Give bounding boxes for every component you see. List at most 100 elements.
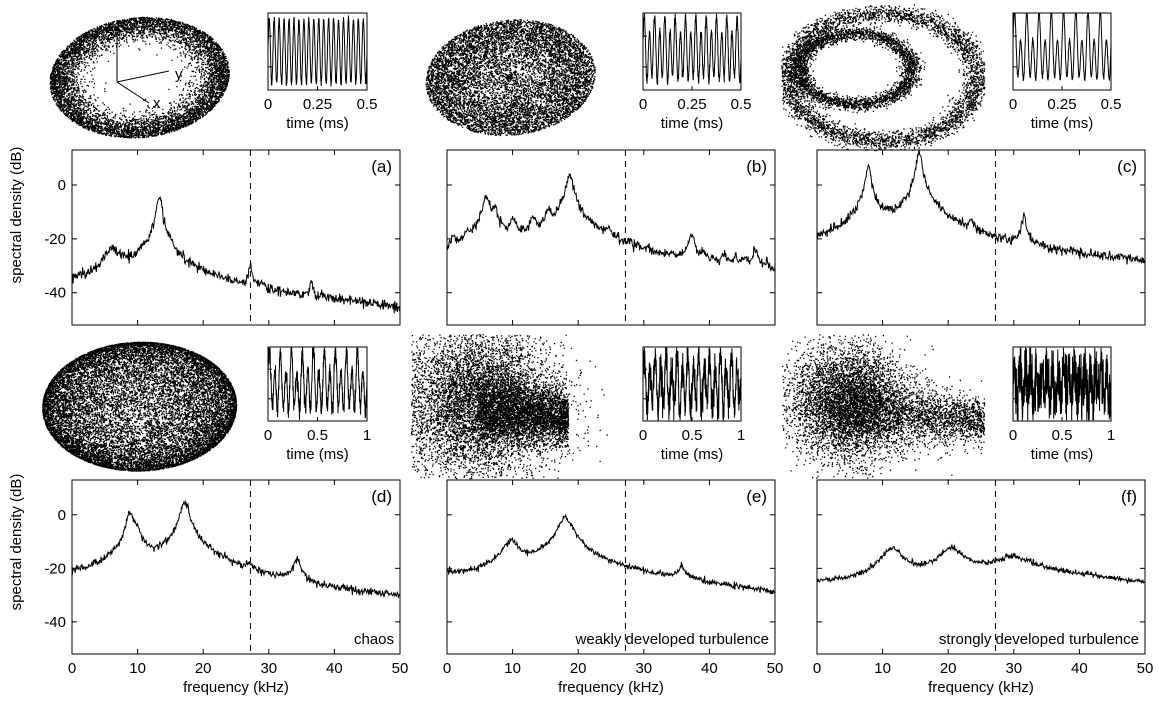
panel-label-e: (e) [746,487,767,506]
spectrum-xtick-label-d-50: 50 [392,660,409,677]
attractor-scatter-a [49,16,230,139]
regime-label-d: chaos [354,631,394,648]
spectrum-xtick-label-f-50: 50 [1137,660,1154,677]
timeseries-xtick-label-a-0.5: 0.5 [357,96,378,113]
spectrum-xtick-label-f-30: 30 [1005,660,1022,677]
spectrum-d: 0 10 20 30 40 50 0 -20 -40 (d) chaos frequency (kHz… [44,479,409,696]
spectrum-xtick-label-d-0: 0 [68,660,76,677]
timeseries-xtick-label-e-1: 1 [737,427,745,444]
spectrum-b: (b) [446,149,776,326]
spectrum-xtick-label-e-50: 50 [767,660,784,677]
timeseries-trace-f [1012,347,1112,421]
spectrum-frame-b [446,149,776,326]
timeseries-trace-a [267,15,368,87]
timeseries-xtick-label-c-0.5: 0.5 [1101,96,1122,113]
panel-label-c: (c) [1117,157,1137,176]
timeseries-xtick-label-a-0: 0 [264,96,272,113]
timeseries-inset-c: 0 0.25 0.5 time (ms) [1009,12,1122,132]
y-axis-label-top: spectral density (dB) [8,147,25,284]
spectrum-xtick-label-d-40: 40 [326,660,343,677]
regime-label-e: weakly developed turbulence [575,631,769,648]
timeseries-xtick-label-f-1: 1 [1107,427,1115,444]
spectrum-xtick-label-f-0: 0 [813,660,821,677]
attractor-scatter-d [42,341,238,472]
timeseries-inset-a: 0 0.25 0.5 time (ms) [264,12,378,132]
attractor-scatter-b [425,19,596,137]
timeseries-inset-d: 0 0.5 1 time (ms) [264,346,371,463]
timeseries-xtick-label-d-0.5: 0.5 [307,427,328,444]
timeseries-xlabel-b: time (ms) [661,115,724,132]
spectrum-xtick-label-d-30: 30 [260,660,277,677]
timeseries-xtick-label-f-0.5: 0.5 [1052,427,1073,444]
timeseries-inset-e: 0 0.5 1 time (ms) [639,346,745,463]
spectrum-trace-c [816,149,1146,265]
timeseries-trace-d [267,347,368,420]
timeseries-inset-b: 0 0.25 0.5 time (ms) [639,12,752,132]
spectrum-ytick-label-d--20: -20 [44,560,66,577]
attractor-scatter-f [781,334,986,479]
spectrum-trace-e [446,513,776,595]
spectrum-frame-f [816,479,1146,655]
spectrum-trace-a [71,195,401,314]
spectrum-ytick-label-a--20: -20 [44,231,66,248]
spectrum-xlabel-d: frequency (kHz) [183,679,289,696]
spectrum-frame-c [816,149,1146,326]
timeseries-xtick-label-a-0.25: 0.25 [303,96,332,113]
axis-glyph-x: x [153,95,161,112]
spectrum-xlabel-e: frequency (kHz) [558,679,664,696]
timeseries-trace-b [642,13,742,86]
spectrum-xtick-label-d-20: 20 [195,660,212,677]
timeseries-inset-f: 0 0.5 1 time (ms) [1009,346,1115,463]
spectrum-trace-d [71,499,401,599]
timeseries-xtick-label-d-0: 0 [264,427,272,444]
spectrum-frame-d [71,479,401,655]
spectrum-e: 0 10 20 30 40 50 (e) weakly developed turbulenc… [443,479,784,696]
spectrum-xtick-label-e-0: 0 [443,660,451,677]
panel-label-f: (f) [1121,487,1137,506]
timeseries-xtick-label-b-0.5: 0.5 [731,96,752,113]
spectrum-xtick-label-e-10: 10 [504,660,521,677]
spectrum-xtick-label-e-30: 30 [635,660,652,677]
y-axis-label-bottom: spectral density (dB) [8,474,25,611]
timeseries-xtick-label-c-0: 0 [1009,96,1017,113]
timeseries-xtick-label-c-0.25: 0.25 [1047,96,1076,113]
spectrum-f: 0 10 20 30 40 50 (f) strongly developed turbule… [813,479,1154,696]
panel-e: 0 10 20 30 40 50(e)weakly developed turbulenc… [411,334,783,696]
timeseries-xlabel-c: time (ms) [1031,115,1094,132]
spectrum-ytick-label-a-0: 0 [58,177,66,194]
panel-c: (c) 0 0.25 0.5 time (ms) [781,4,1146,326]
spectrum-ytick-label-d--40: -40 [44,614,66,631]
attractor-scatter-e [411,334,608,480]
spectrum-trace-f [816,543,1146,585]
spectrum-xtick-label-f-10: 10 [874,660,891,677]
timeseries-xlabel-f: time (ms) [1031,446,1094,463]
timeseries-xtick-label-b-0: 0 [639,96,647,113]
timeseries-xtick-label-e-0.5: 0.5 [682,427,703,444]
spectrum-xtick-label-e-20: 20 [570,660,587,677]
panel-d: 0 10 20 30 40 50 0 -20 -40 (d) chaos frequency (kHz… [42,341,409,696]
spectrum-xtick-label-f-40: 40 [1071,660,1088,677]
spectrum-xtick-label-d-10: 10 [129,660,146,677]
panel-label-d: (d) [371,487,392,506]
panel-label-a: (a) [371,157,392,176]
spectrum-xtick-label-f-20: 20 [940,660,957,677]
spectrum-xlabel-f: frequency (kHz) [928,679,1034,696]
spectrum-frame-a [71,149,401,326]
timeseries-trace-e [642,347,742,422]
spectrum-c: (c) [816,149,1146,326]
spectrum-xtick-label-e-40: 40 [701,660,718,677]
attractor-scatter-c [781,4,986,152]
timeseries-xtick-label-e-0: 0 [639,427,647,444]
timeseries-xlabel-d: time (ms) [286,446,349,463]
timeseries-trace-c [1012,13,1112,82]
spectrum-frame-e [446,479,776,655]
attractor-axes-glyph: z y x [105,27,183,112]
timeseries-xtick-label-d-1: 1 [363,427,371,444]
timeseries-xtick-label-b-0.25: 0.25 [677,96,706,113]
panel-b: (b) 0 0.25 0.5 time (ms) [425,12,776,326]
spectrum-a: 0 -20 -40 (a) [44,149,401,326]
spectrum-ytick-label-a--40: -40 [44,285,66,302]
panel-f: 0 10 20 30 40 50(f)strongly developed turbule… [781,334,1154,696]
panel-label-b: (b) [746,157,767,176]
